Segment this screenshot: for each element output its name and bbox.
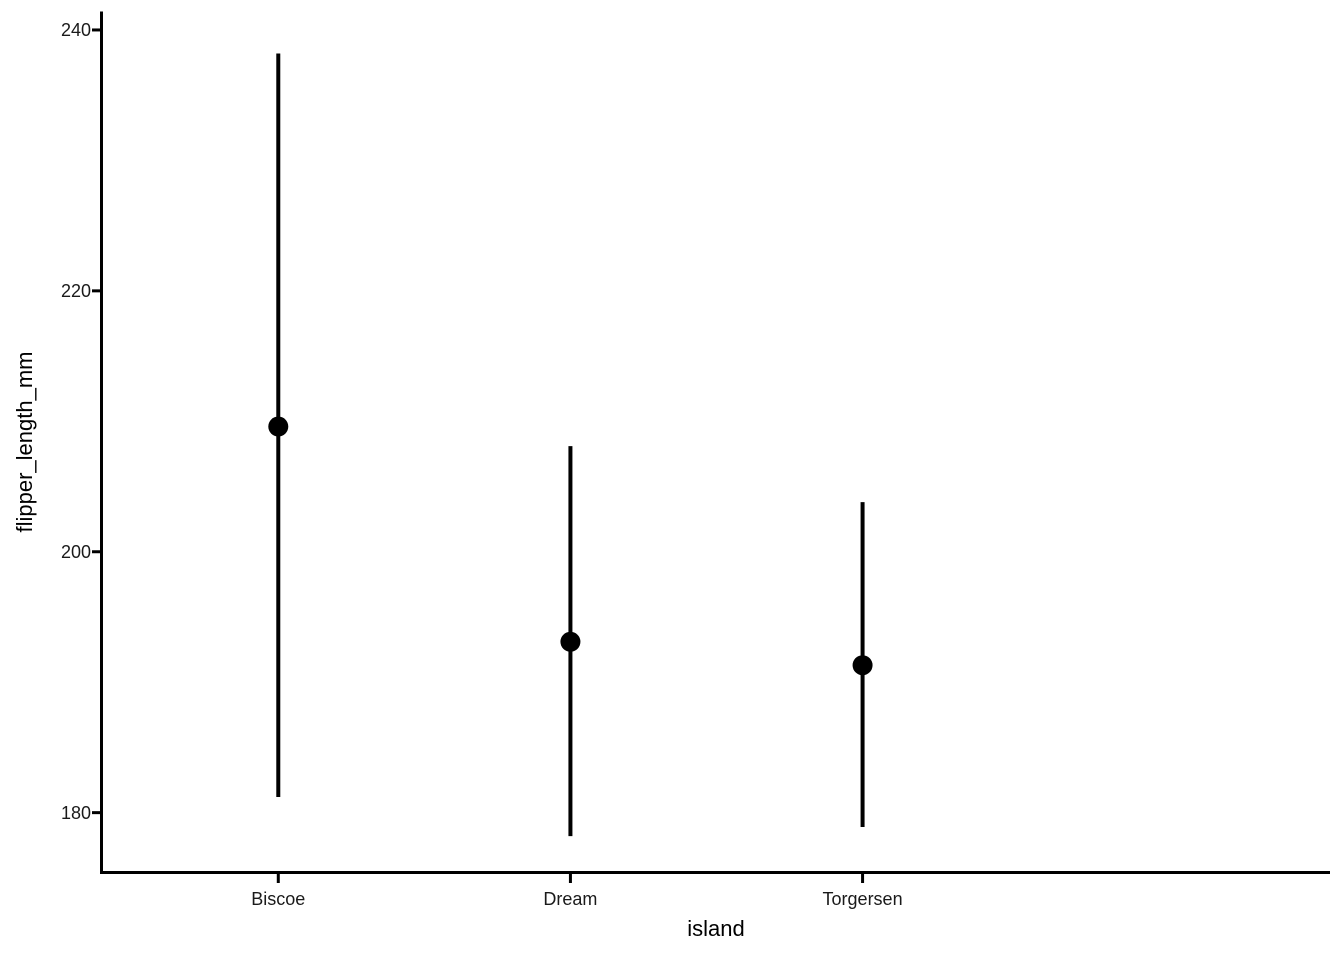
y-tick-label: 180	[60, 802, 91, 823]
x-tick-label-biscoe: Biscoe	[251, 889, 306, 909]
mean-point-torgersen	[852, 655, 873, 676]
x-tick-label-dream: Dream	[543, 889, 598, 909]
mean-point-dream	[560, 631, 581, 652]
mean-point-biscoe	[268, 416, 289, 437]
x-axis-title: island	[687, 916, 745, 941]
y-axis-title: flipper_length_mm	[12, 351, 37, 533]
y-tick-label: 220	[60, 280, 91, 301]
y-tick-label: 200	[60, 541, 91, 562]
y-tick-label: 240	[60, 19, 91, 40]
x-tick-label-torgersen: Torgersen	[822, 889, 903, 909]
